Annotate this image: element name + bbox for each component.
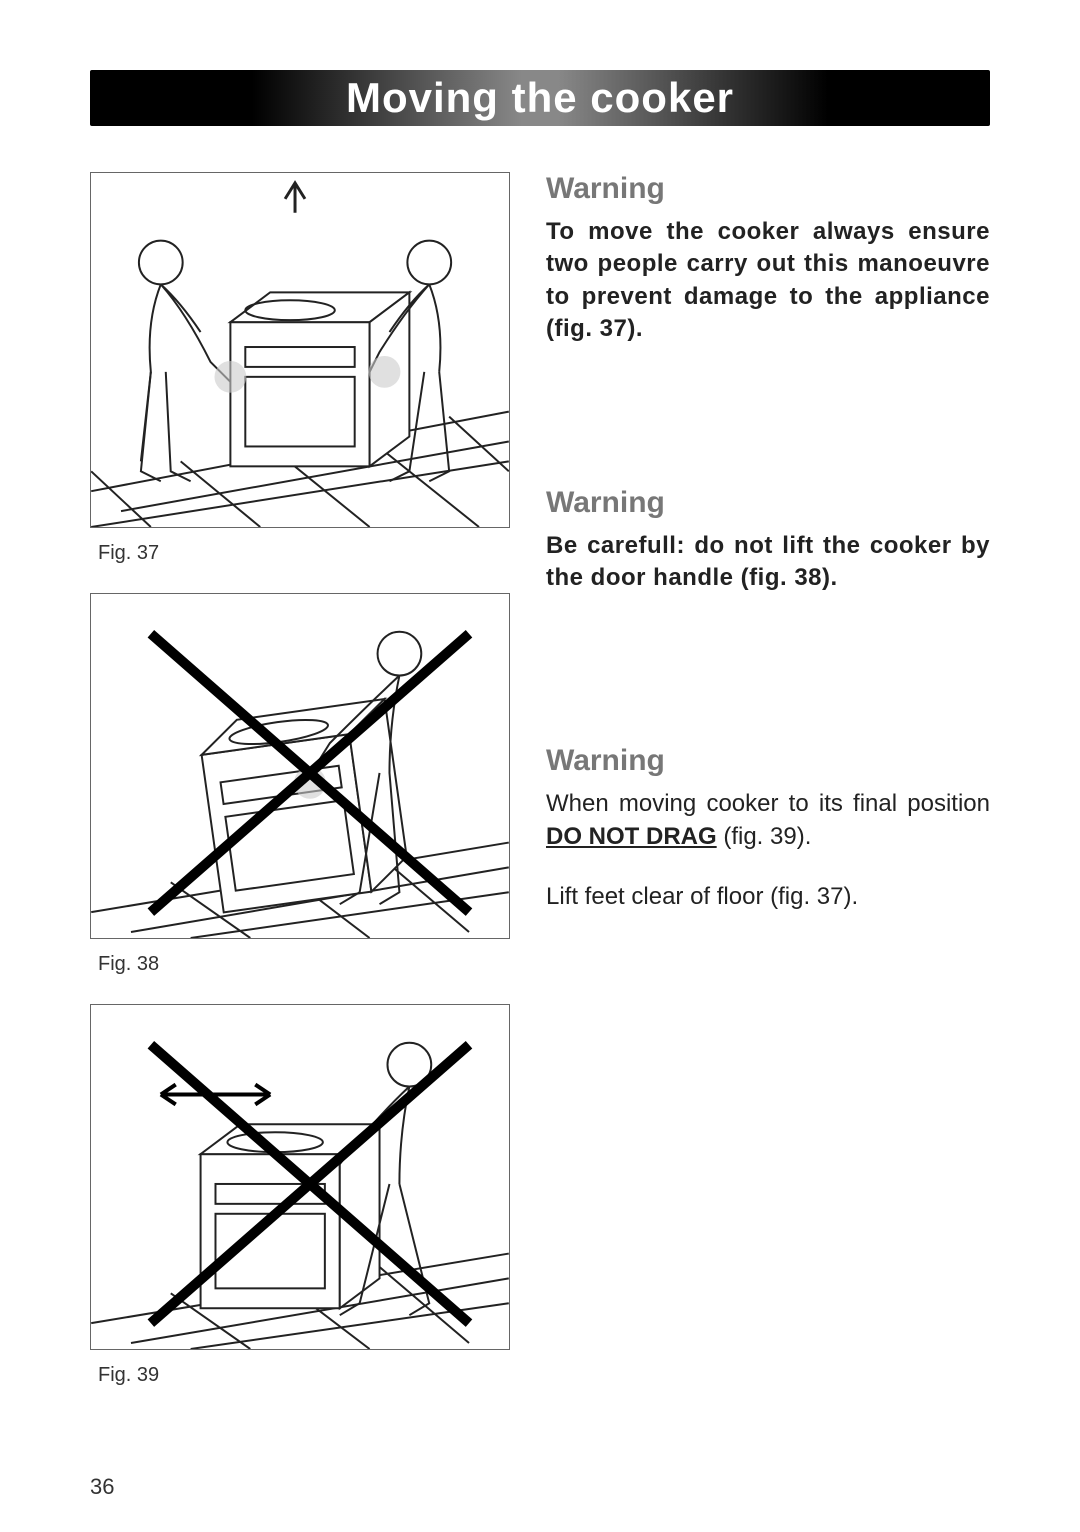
figure-37-illustration <box>91 173 509 527</box>
content-columns: Fig. 37 <box>90 172 990 1415</box>
warnings-column: Warning To move the cooker always ensure… <box>546 172 990 1415</box>
warning-3-body: When moving cooker to its final position… <box>546 788 990 853</box>
warning-2-body: Be carefull: do not lift the cooker by t… <box>546 530 990 595</box>
figure-39-caption: Fig. 39 <box>98 1364 510 1387</box>
figure-38-illustration <box>91 594 509 938</box>
page-number: 36 <box>90 1474 114 1500</box>
warning-3-text-c: (fig. 39). <box>717 823 812 850</box>
figure-37 <box>90 172 510 528</box>
figure-38-caption: Fig. 38 <box>98 953 510 976</box>
warning-2: Warning Be carefull: do not lift the coo… <box>546 486 990 595</box>
warning-1: Warning To move the cooker always ensure… <box>546 172 990 346</box>
warning-1-body: To move the cooker always ensure two peo… <box>546 216 990 346</box>
warning-3-heading: Warning <box>546 744 990 778</box>
figure-38 <box>90 593 510 939</box>
figure-39-illustration <box>91 1005 509 1349</box>
warning-3: Warning When moving cooker to its final … <box>546 744 990 913</box>
warning-3-text-a: When moving cooker to its final position <box>546 790 990 817</box>
warning-2-heading: Warning <box>546 486 990 520</box>
figures-column: Fig. 37 <box>90 172 510 1415</box>
warning-3-text-d: Lift feet clear of floor (fig. 37). <box>546 881 990 913</box>
section-title: Moving the cooker <box>346 74 734 122</box>
warning-1-heading: Warning <box>546 172 990 206</box>
warning-3-text-b: DO NOT DRAG <box>546 823 717 850</box>
figure-39 <box>90 1004 510 1350</box>
figure-37-caption: Fig. 37 <box>98 542 510 565</box>
section-title-bar: Moving the cooker <box>90 70 990 126</box>
